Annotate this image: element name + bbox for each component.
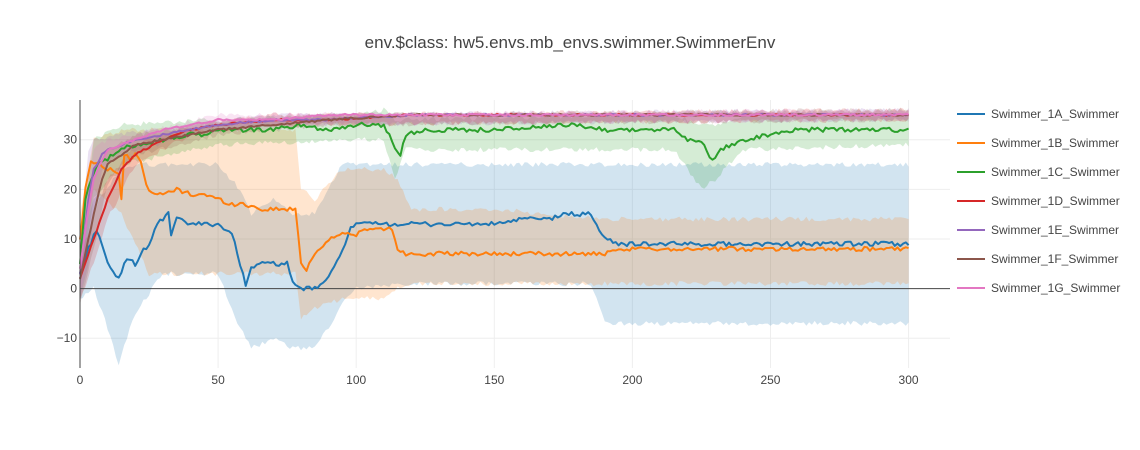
legend-item[interactable]: Swimmer_1C_Swimmer [957, 165, 1120, 179]
legend-item[interactable]: Swimmer_1D_Swimmer [957, 194, 1120, 208]
x-tick-label: 100 [346, 373, 366, 387]
x-tick-label: 0 [77, 373, 84, 387]
band-Swimmer_1A_Swimmer [80, 162, 909, 366]
legend-item[interactable]: Swimmer_1A_Swimmer [957, 107, 1119, 121]
x-tick-label: 200 [622, 373, 642, 387]
legend-item[interactable]: Swimmer_1G_Swimmer [957, 281, 1120, 295]
legend-label: Swimmer_1E_Swimmer [991, 223, 1119, 237]
legend-label: Swimmer_1D_Swimmer [991, 194, 1120, 208]
chart-title: env.$class: hw5.envs.mb_envs.swimmer.Swi… [364, 33, 776, 52]
series-line-Swimmer_1B_Swimmer [79, 152, 909, 272]
series-line-Swimmer_1C_Swimmer [79, 121, 909, 265]
grid-lines [80, 100, 950, 368]
y-tick-label: 30 [64, 133, 78, 147]
legend-label: Swimmer_1C_Swimmer [991, 165, 1120, 179]
y-tick-label: −10 [57, 331, 78, 345]
series-line-Swimmer_1A_Swimmer [79, 211, 910, 292]
tick-labels: 0 50 100 150 200 250 300 −10 0 10 20 30 [57, 133, 919, 387]
legend-label: Swimmer_1A_Swimmer [991, 107, 1119, 121]
y-tick-label: 0 [70, 282, 77, 296]
series-lines [79, 112, 910, 292]
x-tick-label: 250 [760, 373, 780, 387]
legend-label: Swimmer_1G_Swimmer [991, 281, 1120, 295]
x-tick-label: 50 [211, 373, 225, 387]
legend-label: Swimmer_1F_Swimmer [991, 252, 1118, 266]
legend-label: Swimmer_1B_Swimmer [991, 136, 1119, 150]
x-tick-label: 300 [899, 373, 919, 387]
legend-item[interactable]: Swimmer_1B_Swimmer [957, 136, 1119, 150]
legend-item[interactable]: Swimmer_1E_Swimmer [957, 223, 1119, 237]
band-Swimmer_1G_Swimmer [80, 107, 909, 294]
legend[interactable]: Swimmer_1A_Swimmer Swimmer_1B_Swimmer Swim… [957, 107, 1120, 295]
y-tick-label: 20 [64, 182, 78, 196]
y-tick-label: 10 [64, 232, 78, 246]
x-tick-label: 150 [484, 373, 504, 387]
band-Swimmer_1C_Swimmer [80, 107, 909, 288]
series-line-Swimmer_1G_Swimmer [79, 112, 909, 269]
legend-item[interactable]: Swimmer_1F_Swimmer [957, 252, 1118, 266]
